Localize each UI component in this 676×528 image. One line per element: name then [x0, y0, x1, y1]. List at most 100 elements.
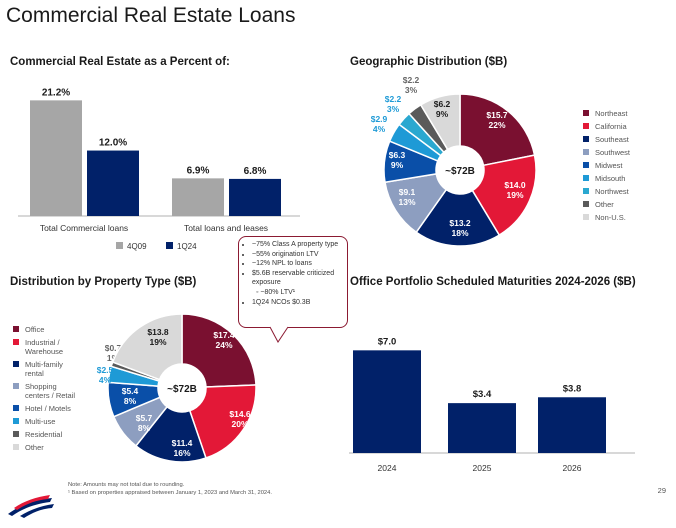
- legend-label: Residential: [25, 430, 62, 439]
- category-label: 2025: [473, 463, 492, 473]
- slice-pct-label: 22%: [488, 120, 505, 130]
- legend-label: Midsouth: [595, 174, 625, 183]
- cre-percent-chart: 21.2% 12.0% Total Commercial loans 6.9% 6.8%…: [18, 87, 300, 251]
- legend-swatch: [583, 214, 589, 220]
- slice-value-label: $2.2: [385, 94, 402, 104]
- legend-label: California: [595, 122, 628, 131]
- legend-label: Northeast: [595, 109, 628, 118]
- category-label: Total loans and leases: [184, 223, 268, 233]
- maturities-chart: $7.0 2024 $3.4 2025 $3.8 2026: [349, 336, 635, 473]
- bar-value-label: $3.8: [563, 383, 582, 394]
- legend-swatch: [583, 110, 589, 116]
- slice-value-label: $2.9: [371, 114, 388, 124]
- legend-label: Southeast: [595, 135, 630, 144]
- category-label: 2026: [563, 463, 582, 473]
- legend-swatch: [583, 136, 589, 142]
- slice-pct-label: 24%: [215, 340, 232, 350]
- legend-swatch: [13, 339, 19, 345]
- slice-pct-label: 18%: [451, 228, 468, 238]
- legend-swatch: [13, 383, 19, 389]
- legend-swatch: [116, 242, 123, 249]
- legend-swatch: [13, 431, 19, 437]
- pie-center-label: ~$72B: [445, 166, 475, 177]
- legend-label: Midwest: [595, 161, 623, 170]
- legend-swatch: [583, 162, 589, 168]
- bar-1q24-0: [87, 150, 139, 216]
- footnote: Note: Amounts may not total due to round…: [68, 482, 272, 496]
- slice-pct-label: 8%: [138, 423, 151, 433]
- page-title: Commercial Real Estate Loans: [6, 4, 296, 27]
- slice-pct-label: 9%: [436, 109, 449, 119]
- bar-value-label: 21.2%: [42, 87, 70, 98]
- callout-item: 1Q24 NCOs $0.3B: [252, 298, 343, 308]
- slice-value-label: $5.7: [136, 413, 153, 423]
- legend-label: Southwest: [595, 148, 631, 157]
- slice-value-label: $11.4: [172, 438, 193, 448]
- page-number: 29: [657, 486, 666, 495]
- maturity-bar-2024: [353, 350, 421, 453]
- callout-item: ~55% origination LTV: [252, 250, 343, 260]
- slice-value-label: $15.7: [486, 110, 508, 120]
- legend-label: 1Q24: [177, 242, 197, 251]
- bar-value-label: 6.8%: [244, 166, 267, 177]
- callout-pointer: [269, 326, 289, 343]
- slice-pct-label: 19%: [506, 190, 523, 200]
- maturity-bar-2026: [538, 397, 606, 453]
- bank-logo-icon: [8, 495, 54, 518]
- slice-pct-label: 19%: [149, 337, 166, 347]
- bar-value-label: 6.9%: [187, 165, 210, 176]
- bar-4q09-1: [172, 178, 224, 216]
- slice-pct-label: 9%: [391, 160, 404, 170]
- legend-label: Other: [595, 200, 614, 209]
- category-label: Total Commercial loans: [40, 223, 128, 233]
- slice-pct-label: 8%: [124, 396, 137, 406]
- slice-value-label: $6.3: [389, 150, 406, 160]
- legend-swatch: [583, 149, 589, 155]
- callout-item: ~12% NPL to loans: [252, 259, 343, 269]
- pie-center: [436, 146, 484, 194]
- bar-4q09-0: [30, 100, 82, 216]
- slice-value-label: $2.5: [97, 365, 114, 375]
- slice-value-label: $2.2: [403, 75, 420, 85]
- bar-value-label: $7.0: [378, 336, 397, 347]
- slice-value-label: $17.4: [213, 330, 235, 340]
- legend-label: Non-U.S.: [595, 213, 626, 222]
- callout-item: $5.6B reservable criticized exposure: [252, 269, 343, 288]
- slice-value-label: $6.2: [434, 99, 451, 109]
- property-title: Distribution by Property Type ($B): [10, 276, 197, 288]
- slice-value-label: $9.1: [399, 187, 416, 197]
- legend-swatch: [166, 242, 173, 249]
- geo-pie-chart: $15.722%$14.019%$13.218%$9.113%$6.39%$2.…: [371, 75, 631, 247]
- office-callout: ~75% Class A property type ~55% originat…: [238, 236, 348, 328]
- legend-label: Hotel / Motels: [25, 404, 71, 413]
- slice-pct-label: 3%: [387, 104, 400, 114]
- legend-swatch: [13, 361, 19, 367]
- legend-swatch: [13, 326, 19, 332]
- pie-center: [158, 364, 206, 412]
- legend-swatch: [13, 418, 19, 424]
- slice-value-label: $5.4: [122, 386, 139, 396]
- legend-label: Industrial / Warehouse: [25, 338, 63, 356]
- slice-pct-label: 13%: [398, 197, 415, 207]
- slice-value-label: $13.8: [147, 327, 169, 337]
- maturity-bar-2025: [448, 403, 516, 453]
- legend-swatch: [13, 444, 19, 450]
- slice-pct-label: 4%: [373, 124, 386, 134]
- legend-swatch: [583, 175, 589, 181]
- legend-swatch: [583, 201, 589, 207]
- bar-1q24-1: [229, 178, 281, 216]
- legend-swatch: [583, 123, 589, 129]
- callout-sub-item: ◦ ~80% LTV¹: [256, 288, 296, 296]
- slice-pct-label: 1%: [107, 353, 120, 363]
- slice-pct-label: 20%: [231, 419, 248, 429]
- slice-pct-label: 4%: [99, 375, 112, 385]
- legend-label: Other: [25, 443, 44, 452]
- slice-value-label: $14.6: [229, 409, 251, 419]
- legend-swatch: [13, 405, 19, 411]
- pie-center-label: ~$72B: [167, 384, 197, 395]
- maturities-title: Office Portfolio Scheduled Maturities 20…: [350, 276, 636, 288]
- cre-percent-title: Commercial Real Estate as a Percent of:: [10, 56, 230, 68]
- legend-label: Multi-family rental: [25, 360, 63, 378]
- callout-item: ~75% Class A property type: [252, 240, 343, 250]
- legend-label: Multi-use: [25, 417, 55, 426]
